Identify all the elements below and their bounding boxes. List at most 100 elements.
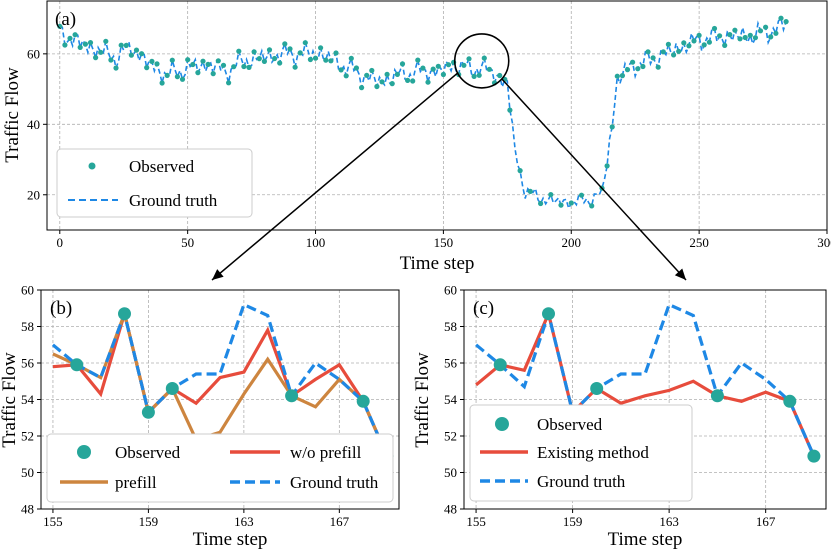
zoom-arrow-b [211, 72, 459, 281]
observed-point [466, 56, 472, 62]
panel-a-ylabel: Traffic Flow [2, 67, 23, 163]
zoom-arrowhead-c [674, 268, 686, 280]
wo-prefill-line [52, 307, 389, 457]
observed-point [226, 80, 232, 86]
observed-point [430, 66, 436, 72]
observed-point [461, 62, 467, 68]
observed-point [379, 79, 385, 85]
zoom-arrow-c [501, 78, 687, 281]
observed-point [578, 192, 585, 198]
y-tick-label: 58 [444, 319, 457, 334]
observed-point [338, 67, 344, 73]
observed-point [420, 65, 426, 71]
observed-point [415, 57, 421, 63]
observed-point [241, 63, 247, 70]
observed-point [200, 58, 206, 64]
observed-point [348, 55, 354, 62]
observed-point [706, 39, 713, 45]
observed-point [277, 60, 283, 66]
observed-point [82, 41, 88, 47]
observed-point [169, 57, 175, 63]
observed-point [374, 83, 380, 90]
observed-point [261, 58, 267, 64]
observed-point [220, 62, 227, 68]
observed-point [72, 32, 78, 38]
observed-point [778, 15, 784, 21]
panel-c: 155 159 163 167 48 50 52 54 56 58 60 (c) Traffic F… [412, 283, 827, 550]
observed-point [266, 47, 273, 53]
legend-observed-marker [88, 162, 96, 170]
observed-point [681, 40, 687, 46]
legend-existing-method-label: Existing method [537, 443, 649, 462]
observed-point [773, 30, 779, 36]
observed-point [118, 42, 124, 48]
observed-point [710, 389, 724, 403]
legend-observed-label: Observed [129, 157, 195, 176]
observed-point [783, 19, 789, 25]
observed-point [356, 394, 370, 408]
observed-point [93, 55, 99, 61]
legend-ground-truth-label: Ground truth [537, 472, 626, 491]
observed-point [210, 71, 216, 77]
y-tick-label: 50 [444, 465, 457, 480]
y-tick-label: 20 [27, 187, 40, 202]
observed-point [353, 65, 359, 71]
observed-point [783, 394, 797, 408]
observed-point [717, 33, 723, 39]
observed-point [476, 72, 482, 78]
observed-point [425, 79, 431, 85]
observed-point [139, 51, 145, 57]
observed-point [742, 34, 748, 41]
observed-point [389, 81, 395, 87]
legend-observed-label: Observed [115, 443, 181, 462]
observed-point [807, 449, 821, 463]
panel-b-xlabel: Time step [193, 529, 268, 550]
observed-point [113, 65, 119, 71]
observed-point [297, 50, 303, 56]
x-tick-label: 155 [466, 514, 486, 529]
observed-point [701, 42, 707, 48]
ground-truth-line [475, 302, 816, 457]
observed-point [614, 73, 620, 79]
panel-c-xlabel: Time step [608, 529, 683, 550]
y-tick-label: 54 [444, 392, 458, 407]
observed-point [215, 58, 221, 64]
observed-point [471, 73, 477, 79]
observed-point [671, 52, 677, 58]
observed-point [440, 71, 446, 78]
observed-point [589, 203, 595, 209]
y-tick-label: 40 [27, 117, 40, 132]
panel-b-ticks: 155 159 163 167 48 50 52 54 56 58 60 [21, 283, 350, 530]
y-tick-label: 56 [444, 356, 458, 371]
observed-point [493, 358, 507, 372]
observed-point [190, 61, 196, 68]
x-tick-label: 167 [330, 514, 350, 529]
observed-point [318, 45, 324, 51]
observed-point [195, 70, 201, 76]
observed-point [98, 49, 104, 55]
observed-point [179, 76, 186, 82]
observed-point [174, 74, 180, 80]
observed-point [497, 72, 503, 79]
observed-point [141, 405, 155, 419]
observed-point [660, 49, 666, 55]
observed-point [538, 200, 544, 207]
observed-point [568, 200, 574, 206]
observed-point [256, 56, 262, 62]
panel-c-ticks: 155 159 163 167 48 50 52 54 56 58 60 [444, 283, 776, 530]
observed-point [282, 41, 288, 47]
observed-point [159, 80, 165, 86]
observed-point [165, 382, 179, 395]
observed-point [118, 307, 131, 321]
observed-point [307, 56, 313, 63]
observed-point [144, 65, 150, 71]
observed-point [185, 57, 191, 63]
y-tick-label: 48 [444, 502, 457, 517]
observed-point [394, 71, 400, 77]
panel-a-series [57, 15, 789, 211]
observed-point [604, 163, 610, 169]
panel-a-frame [46, 0, 828, 231]
observed-point [62, 42, 68, 48]
x-tick-label: 155 [43, 514, 63, 529]
observed-point [757, 28, 764, 34]
